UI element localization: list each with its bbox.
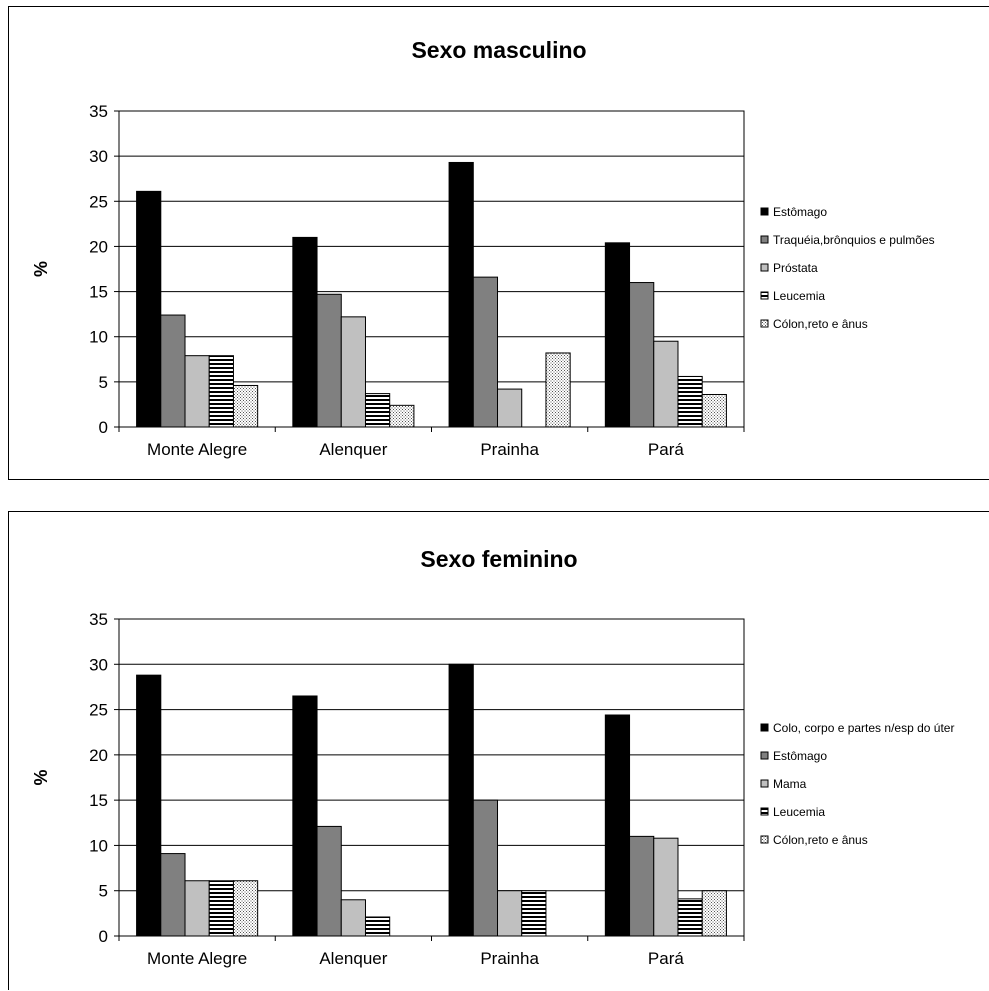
chart-title-female: Sexo feminino <box>420 546 577 572</box>
x-tick-label-para: Pará <box>648 949 684 968</box>
bar-alenquer-mama <box>340 899 366 937</box>
legend-label-estomago: Estômago <box>773 205 827 219</box>
bar-alenquer-prostata <box>340 316 366 428</box>
x-tick-label-alenquer: Alenquer <box>319 949 387 968</box>
bar-monte-alegre-colon-reto-e-anus <box>232 880 259 937</box>
x-tick-label-prainha: Prainha <box>480 440 539 459</box>
x-tick-label-monte-alegre: Monte Alegre <box>147 440 247 459</box>
bar-para-leucemia <box>677 375 703 428</box>
bar-para-prostata <box>653 340 679 428</box>
y-tick-label: 15 <box>89 283 108 302</box>
bar-monte-alegre-colo-corpo-e-partes-n-esp-do-uter <box>136 674 162 937</box>
bar-alenquer-traqueia-bronquios-e-pulmoes <box>316 293 342 428</box>
bar-prainha-mama <box>497 890 523 937</box>
y-axis-label: % <box>31 261 51 277</box>
bar-prainha-colo-corpo-e-partes-n-esp-do-uter <box>448 663 474 937</box>
y-tick-label: 35 <box>89 610 108 629</box>
legend-label-colo-corpo-e-partes-n-esp-do-uter: Colo, corpo e partes n/esp do úter <box>773 721 954 735</box>
bar-monte-alegre-estomago <box>136 190 162 428</box>
bar-monte-alegre-estomago <box>160 853 186 937</box>
bar-monte-alegre-leucemia <box>208 880 234 937</box>
chart-male-svg: Sexo masculino 0 5 10 15 20 25 30 35% Monte Alegr… <box>31 37 935 459</box>
y-tick-label: 30 <box>89 147 108 166</box>
bar-alenquer-colon-reto-e-anus <box>389 404 415 428</box>
chart-panel-female: Sexo feminino 0 5 10 15 20 25 30 35% Monte Alegre… <box>8 511 989 990</box>
legend-label-traqueia-bronquios-e-pulmoes: Traquéia,brônquios e pulmões <box>773 233 935 247</box>
bar-alenquer-leucemia <box>364 916 391 937</box>
bar-monte-alegre-leucemia <box>208 355 234 428</box>
bar-prainha-estomago <box>448 161 474 428</box>
x-tick-label-prainha: Prainha <box>480 949 539 968</box>
y-tick-label: 10 <box>89 328 108 347</box>
legend-label-prostata: Próstata <box>773 261 818 275</box>
bar-prainha-prostata <box>497 388 523 428</box>
bar-para-colon-reto-e-anus <box>701 890 727 937</box>
chart-panel-male: Sexo masculino 0 5 10 15 20 25 30 35% Monte Alegr… <box>8 6 989 480</box>
legend-label-leucemia: Leucemia <box>773 805 825 819</box>
bar-prainha-traqueia-bronquios-e-pulmoes <box>472 276 499 428</box>
y-tick-label: 10 <box>89 836 108 855</box>
legend-swatch-leucemia <box>760 291 769 300</box>
bar-alenquer-leucemia <box>364 393 391 428</box>
legend-swatch-estomago <box>760 207 769 216</box>
legend-label-leucemia: Leucemia <box>773 289 825 303</box>
x-tick-label-alenquer: Alenquer <box>319 440 387 459</box>
bar-para-leucemia <box>677 898 703 937</box>
bar-prainha-leucemia <box>521 890 547 937</box>
legend-swatch-mama <box>760 779 769 788</box>
legend-swatch-colon-reto-e-anus <box>760 835 769 844</box>
legend-swatch-traqueia-bronquios-e-pulmoes <box>760 235 769 244</box>
bar-para-estomago <box>629 835 655 937</box>
legend-label-colon-reto-e-anus: Cólon,reto e ânus <box>773 833 868 847</box>
legend-swatch-colon-reto-e-anus <box>760 319 769 328</box>
bar-monte-alegre-prostata <box>184 355 210 428</box>
bar-monte-alegre-traqueia-bronquios-e-pulmoes <box>160 314 186 428</box>
y-tick-label: 20 <box>89 237 108 256</box>
bar-monte-alegre-mama <box>184 880 210 937</box>
legend-swatch-estomago <box>760 751 769 760</box>
bar-para-colo-corpo-e-partes-n-esp-do-uter <box>604 714 631 937</box>
x-tick-label-para: Pará <box>648 440 684 459</box>
legend-label-estomago: Estômago <box>773 749 827 763</box>
bar-alenquer-estomago <box>292 236 318 428</box>
y-axis-label: % <box>31 769 51 785</box>
bar-para-estomago <box>604 242 631 428</box>
legend-label-colon-reto-e-anus: Cólon,reto e ânus <box>773 317 868 331</box>
legend-swatch-leucemia <box>760 807 769 816</box>
y-tick-label: 15 <box>89 791 108 810</box>
y-tick-label: 20 <box>89 746 108 765</box>
bar-para-traqueia-bronquios-e-pulmoes <box>629 282 655 428</box>
y-tick-label: 5 <box>99 882 108 901</box>
legend-label-mama: Mama <box>773 777 807 791</box>
chart-title-male: Sexo masculino <box>411 37 586 63</box>
y-tick-label: 5 <box>99 373 108 392</box>
y-tick-label: 30 <box>89 655 108 674</box>
bar-para-colon-reto-e-anus <box>701 393 727 428</box>
y-tick-label: 25 <box>89 701 108 720</box>
y-tick-label: 0 <box>99 927 108 946</box>
y-tick-label: 0 <box>99 418 108 437</box>
y-tick-label: 35 <box>89 102 108 121</box>
legend-swatch-colo-corpo-e-partes-n-esp-do-uter <box>760 723 769 732</box>
chart-female-svg: Sexo feminino 0 5 10 15 20 25 30 35% Monte Alegre… <box>31 546 954 968</box>
bar-prainha-estomago <box>472 799 499 937</box>
bar-monte-alegre-colon-reto-e-anus <box>232 384 259 428</box>
y-tick-label: 25 <box>89 192 108 211</box>
bar-para-mama <box>653 837 679 937</box>
legend-swatch-prostata <box>760 263 769 272</box>
bar-prainha-colon-reto-e-anus <box>545 352 571 428</box>
bar-alenquer-colo-corpo-e-partes-n-esp-do-uter <box>292 695 318 937</box>
x-tick-label-monte-alegre: Monte Alegre <box>147 949 247 968</box>
bar-alenquer-estomago <box>316 825 342 937</box>
